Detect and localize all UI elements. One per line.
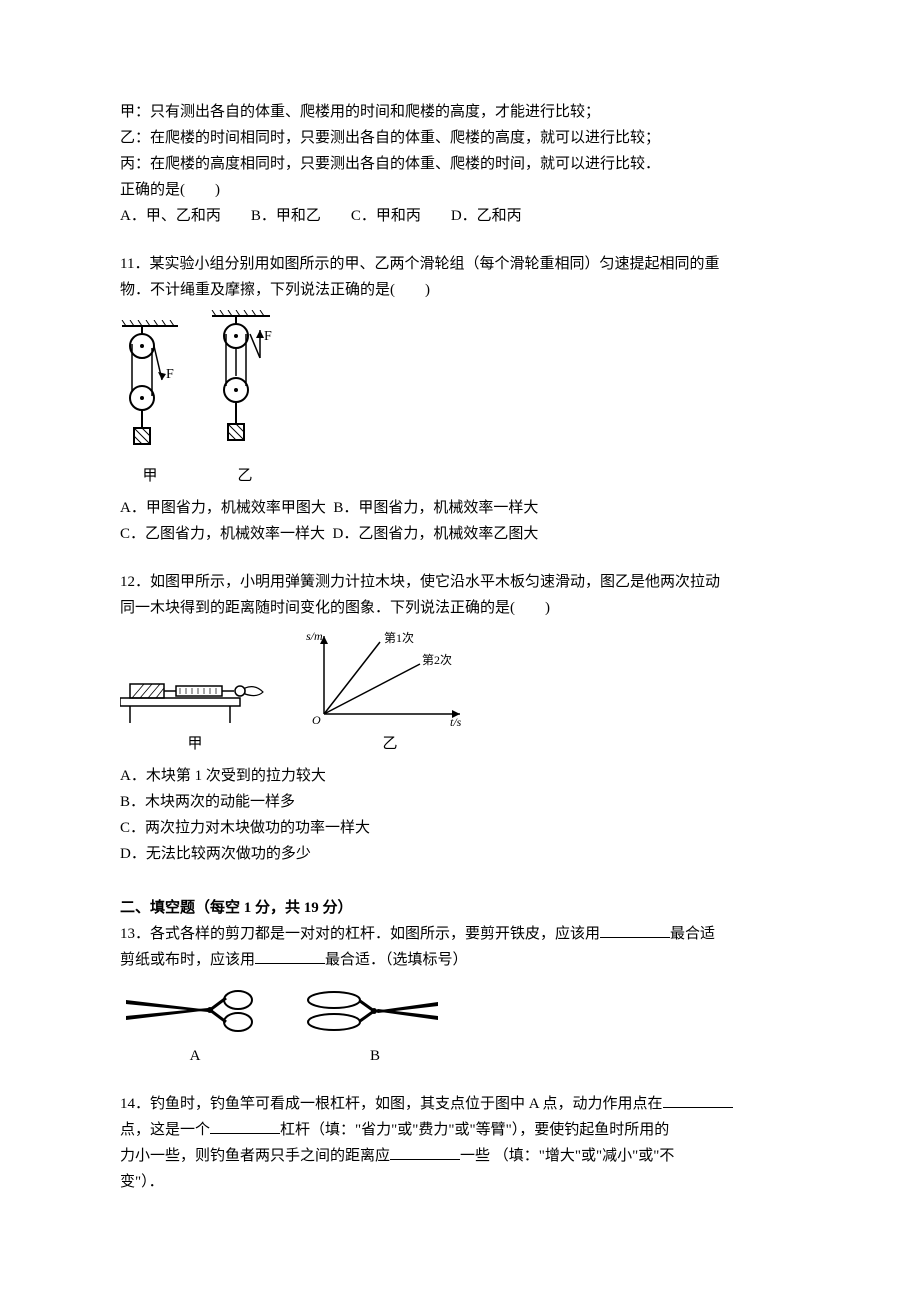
q14-line1: 14．钓鱼时，钓鱼竿可看成一根杠杆，如图，其支点位于图中 A 点，动力作用点在: [120, 1092, 800, 1116]
q10-block: 甲：只有测出各自的体重、爬楼用的时间和爬楼的高度，才能进行比较； 乙：在爬楼的时…: [120, 100, 800, 228]
q11-figure-row: F 甲: [120, 310, 800, 488]
q10-line-2: 乙：在爬楼的时间相同时，只要测出各自的体重、爬楼的高度，就可以进行比较；: [120, 126, 800, 150]
q11-options-row1: A．甲图省力，机械效率甲图大 B．甲图省力，机械效率一样大: [120, 496, 800, 520]
q13-line1: 13．各式各样的剪刀都是一对对的杠杆．如图所示，要剪开铁皮，应该用 最合适: [120, 922, 800, 946]
q12-line1-label: 第1次: [384, 631, 414, 645]
q11-fig-b: F 乙: [210, 310, 280, 488]
q12-fig-a-label: 甲: [187, 732, 202, 756]
q13-fig-b-label: B: [370, 1044, 380, 1068]
q12-opt-b: B．木块两次的动能一样多: [120, 790, 800, 814]
q13-stem2b: 最合适．（选填标号）: [325, 952, 468, 968]
q13-line2: 剪纸或布时，应该用 最合适．（选填标号）: [120, 948, 800, 972]
q12-fig-a: 甲: [120, 668, 270, 756]
q12-stem-2: 同一木块得到的距离随时间变化的图象．下列说法正确的是( ): [120, 596, 800, 620]
q12-line2-label: 第2次: [422, 653, 452, 667]
q14-stem3b: 一些 （填："增大"或"减小"或"不: [460, 1148, 674, 1164]
q13-stem2a: 剪纸或布时，应该用: [120, 952, 255, 968]
q12-xaxis-label: t/s: [450, 715, 462, 728]
q13-stem1a: 13．各式各样的剪刀都是一对对的杠杆．如图所示，要剪开铁皮，应该用: [120, 926, 600, 942]
q11-fig-a-label: 甲: [142, 464, 157, 488]
q11-stem-1: 11．某实验小组分别用如图所示的甲、乙两个滑轮组（每个滑轮重相同）匀速提起相同的…: [120, 252, 800, 276]
q14-stem2b: 杠杆（填："省力"或"费力"或"等臂"），要使钓起鱼时所用的: [280, 1122, 669, 1138]
q12-opt-a: A．木块第 1 次受到的拉力较大: [120, 764, 800, 788]
q12-opt-c: C．两次拉力对木块做功的功率一样大: [120, 816, 800, 840]
q13-fig-a: A: [120, 980, 270, 1068]
scissors-a-icon: [120, 980, 270, 1040]
q12-origin-label: O: [312, 713, 321, 727]
q10-options: A．甲、乙和丙 B．甲和乙 C．甲和丙 D．乙和丙: [120, 204, 800, 228]
q13-stem1b: 最合适: [670, 926, 715, 942]
q11-opt-d: D．乙图省力，机械效率乙图大: [333, 526, 539, 542]
st-graph-icon: s/m t/s O 第1次 第2次: [300, 628, 480, 728]
q13-figure-row: A B: [120, 980, 800, 1068]
q14-line3: 力小一些，则钓鱼者两只手之间的距离应 一些 （填："增大"或"减小"或"不: [120, 1144, 800, 1168]
q14-stem1a: 14．钓鱼时，钓鱼竿可看成一根杠杆，如图，其支点位于图中 A 点，动力作用点在: [120, 1096, 663, 1112]
q12-block: 12．如图甲所示，小明用弹簧测力计拉木块，使它沿水平木板匀速滑动，图乙是他两次拉…: [120, 570, 800, 866]
q11-fig-a: F 甲: [120, 320, 180, 488]
pulley-a-icon: F: [120, 320, 180, 460]
q14-line4: 变"）．: [120, 1170, 800, 1194]
q14-stem3a: 力小一些，则钓鱼者两只手之间的距离应: [120, 1148, 390, 1164]
q13-blank2: [255, 948, 325, 964]
q11-stem-2: 物．不计绳重及摩擦，下列说法正确的是( ): [120, 278, 800, 302]
q11-opt-b: B．甲图省力，机械效率一样大: [333, 500, 538, 516]
q13-fig-b: B: [300, 984, 450, 1068]
page: 甲：只有测出各自的体重、爬楼用的时间和爬楼的高度，才能进行比较； 乙：在爬楼的时…: [0, 0, 920, 1256]
q14-stem2a: 点，这是一个: [120, 1122, 210, 1138]
q13-block: 13．各式各样的剪刀都是一对对的杠杆．如图所示，要剪开铁皮，应该用 最合适 剪纸或…: [120, 922, 800, 1068]
q13-blank1: [600, 922, 670, 938]
section2-title: 二、填空题（每空 1 分，共 19 分）: [120, 896, 800, 920]
pulley-b-icon: F: [210, 310, 280, 460]
q10-line-1: 甲：只有测出各自的体重、爬楼用的时间和爬楼的高度，才能进行比较；: [120, 100, 800, 124]
q12-stem-1: 12．如图甲所示，小明用弹簧测力计拉木块，使它沿水平木板匀速滑动，图乙是他两次拉…: [120, 570, 800, 594]
q14-blank3: [390, 1144, 460, 1160]
q12-fig-b: s/m t/s O 第1次 第2次 乙: [300, 628, 480, 756]
q13-fig-a-label: A: [190, 1044, 201, 1068]
q12-yaxis-label: s/m: [306, 629, 323, 643]
q11-opt-a: A．甲图省力，机械效率甲图大: [120, 500, 326, 516]
q12-figure-row: 甲 s/m t/s O 第1次 第2次: [120, 628, 800, 756]
q11-fig-b-label: 乙: [237, 464, 252, 488]
q11-block: 11．某实验小组分别用如图所示的甲、乙两个滑轮组（每个滑轮重相同）匀速提起相同的…: [120, 252, 800, 546]
scissors-b-icon: [300, 984, 450, 1040]
q11-F-label-b: F: [264, 329, 272, 344]
q10-line-4: 正确的是( ): [120, 178, 800, 202]
spring-scale-icon: [120, 668, 270, 728]
q11-opt-c: C．乙图省力，机械效率一样大: [120, 526, 325, 542]
q14-block: 14．钓鱼时，钓鱼竿可看成一根杠杆，如图，其支点位于图中 A 点，动力作用点在 …: [120, 1092, 800, 1194]
q14-line2: 点，这是一个 杠杆（填："省力"或"费力"或"等臂"），要使钓起鱼时所用的: [120, 1118, 800, 1142]
q12-fig-b-label: 乙: [382, 732, 397, 756]
q14-blank1: [663, 1092, 733, 1108]
q11-F-label-a: F: [166, 367, 174, 382]
q11-options-row2: C．乙图省力，机械效率一样大 D．乙图省力，机械效率乙图大: [120, 522, 800, 546]
q12-opt-d: D．无法比较两次做功的多少: [120, 842, 800, 866]
q14-blank2: [210, 1118, 280, 1134]
q10-line-3: 丙：在爬楼的高度相同时，只要测出各自的体重、爬楼的时间，就可以进行比较．: [120, 152, 800, 176]
